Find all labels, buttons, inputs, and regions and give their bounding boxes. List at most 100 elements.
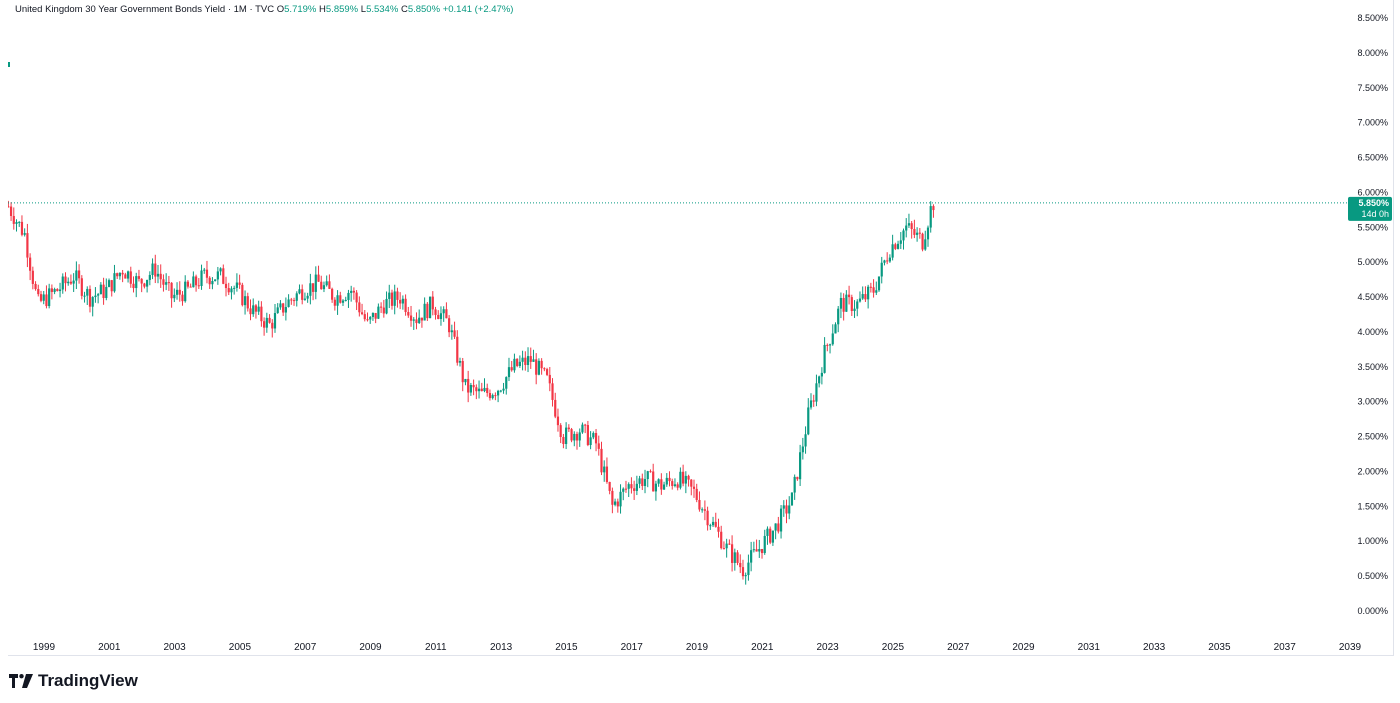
candle-body	[853, 308, 856, 312]
candle-body	[570, 429, 573, 441]
candle	[331, 287, 334, 303]
candle-body	[31, 270, 34, 284]
candle-body	[170, 282, 173, 299]
candle-body	[695, 488, 698, 500]
candle-body	[633, 488, 636, 491]
candle-body	[891, 244, 894, 258]
candle-body	[627, 484, 630, 489]
candle-body	[461, 361, 464, 383]
candle	[725, 538, 728, 558]
candle	[763, 529, 766, 555]
candle	[350, 285, 353, 302]
candle-body	[238, 282, 241, 285]
candle	[186, 280, 190, 289]
time-tick-label: 2011	[425, 642, 447, 653]
candle	[77, 264, 81, 284]
candle-body	[907, 223, 911, 226]
candle	[306, 292, 309, 303]
candle-body	[132, 283, 135, 289]
candle-body	[341, 300, 345, 303]
candle-body	[611, 490, 614, 505]
candle	[412, 317, 415, 330]
candle	[679, 467, 682, 490]
tradingview-logo[interactable]: TradingView	[9, 671, 138, 691]
candle	[510, 360, 513, 372]
candle-body	[165, 282, 168, 285]
candle	[717, 518, 720, 538]
chart-area[interactable]: 8.500% 8.000% 7.500% 7.000% 6.500% 6.000% 5.50…	[7, 0, 1394, 656]
candle-body	[99, 284, 102, 295]
candle-body	[638, 478, 641, 484]
candle-body	[608, 481, 611, 491]
candle	[488, 389, 492, 401]
candle-body	[858, 298, 862, 302]
candle	[358, 296, 361, 317]
candle-body	[543, 368, 546, 370]
candle	[790, 492, 794, 506]
candle	[344, 296, 347, 302]
time-tick-label: 2033	[1143, 642, 1166, 653]
high-label: H	[319, 4, 326, 15]
candle-body	[369, 317, 372, 320]
candle	[581, 422, 584, 434]
candle	[99, 282, 102, 295]
candle-body	[657, 479, 660, 484]
candle	[861, 286, 864, 300]
time-tick-label: 2021	[751, 642, 774, 653]
candle-body	[845, 294, 848, 312]
candle	[687, 474, 690, 487]
candle-body	[682, 471, 685, 484]
candle-body	[97, 294, 100, 296]
candle-body	[548, 374, 551, 384]
time-tick-label: 2031	[1078, 642, 1101, 653]
candle	[205, 260, 209, 284]
candle	[72, 273, 75, 292]
candle-body	[864, 294, 867, 300]
candle-body	[94, 295, 97, 298]
candle-body	[437, 314, 440, 319]
candle	[812, 394, 815, 407]
candle	[565, 422, 568, 450]
candle-body	[56, 289, 59, 292]
candle-body	[159, 273, 162, 280]
candle	[50, 284, 53, 300]
price-tick-label: 8.500%	[1357, 13, 1388, 23]
candle	[785, 499, 788, 524]
candle	[320, 275, 323, 290]
candle-body	[622, 488, 625, 492]
candle-body	[363, 314, 366, 320]
candle	[788, 496, 791, 520]
candle-body	[390, 292, 394, 306]
candle-body	[788, 505, 791, 514]
candle	[23, 228, 26, 237]
candle-body	[355, 292, 358, 303]
price-tick-label: 8.000%	[1357, 48, 1388, 58]
candle	[249, 299, 252, 321]
candle	[7, 200, 10, 208]
candle-body	[899, 240, 902, 244]
candle-body	[311, 283, 315, 292]
candle-body	[709, 525, 712, 527]
candle	[665, 473, 668, 487]
candle-body	[320, 281, 323, 290]
candle-body	[480, 388, 483, 392]
time-tick-label: 2027	[947, 642, 970, 653]
candle	[886, 252, 889, 265]
candle-body	[194, 276, 198, 286]
candle	[282, 302, 285, 316]
candle-body	[181, 294, 184, 302]
candle-body	[758, 548, 761, 552]
candle-body	[301, 289, 304, 300]
candle	[730, 535, 734, 572]
candle-body	[105, 286, 108, 298]
candle	[633, 480, 636, 500]
candle	[584, 423, 587, 434]
symbol-legend: United Kingdom 30 Year Government Bonds …	[15, 4, 513, 15]
candle	[377, 303, 380, 320]
candle	[124, 272, 127, 279]
candle-body	[662, 484, 666, 490]
candle	[682, 464, 685, 487]
candle	[238, 274, 241, 289]
candle	[853, 300, 856, 318]
candle-body	[306, 295, 309, 299]
